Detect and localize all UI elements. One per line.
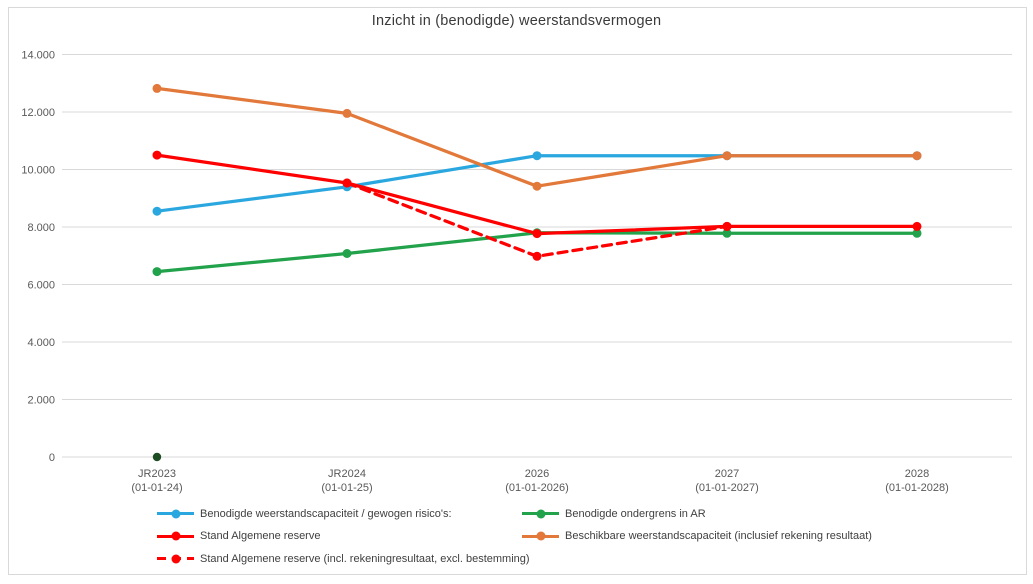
legend-item-label: Benodigde ondergrens in AR bbox=[565, 507, 706, 520]
series-marker-beschikbare-weerstandscapaciteit bbox=[152, 83, 162, 93]
legend-marker-line-icon bbox=[522, 509, 559, 518]
y-tick-label: 6.000 bbox=[27, 280, 55, 292]
legend-item-label: Stand Algemene reserve (incl. rekeningre… bbox=[200, 552, 530, 565]
legend-marker-line-icon bbox=[157, 531, 194, 541]
x-tick-label: 2026 bbox=[525, 468, 549, 480]
legend-item-beschikbare-weerstandscapaciteit: Beschikbare weerstandscapaciteit (inclus… bbox=[522, 530, 872, 543]
series-marker-stand-algemene-reserve bbox=[722, 221, 732, 231]
series-marker-benodigde-weerstandscapaciteit bbox=[152, 206, 162, 216]
legend-item-stand-algemene-reserve: Stand Algemene reserve bbox=[157, 530, 522, 543]
y-tick-label: 8.000 bbox=[27, 222, 55, 234]
dark-green-zero-marker bbox=[152, 452, 162, 462]
x-tick-label: JR2023 bbox=[138, 468, 176, 480]
series-marker-stand-algemene-reserve bbox=[342, 178, 352, 188]
x-tick-label: 2028 bbox=[905, 468, 929, 480]
legend-marker-line-icon bbox=[157, 509, 194, 518]
series-marker-stand-algemene-reserve bbox=[912, 221, 922, 231]
chart-frame bbox=[8, 7, 1027, 575]
x-tick-label: JR2024 bbox=[328, 468, 366, 480]
series-marker-beschikbare-weerstandscapaciteit bbox=[532, 181, 542, 191]
legend-item-stand-algemene-reserve-incl-rekeningresultaat: Stand Algemene reserve (incl. rekeningre… bbox=[157, 552, 530, 565]
y-tick-label: 4.000 bbox=[27, 337, 55, 349]
x-tick-label: (01-01-24) bbox=[131, 482, 182, 494]
legend-item-label: Stand Algemene reserve bbox=[200, 530, 321, 542]
series-marker-stand-algemene-reserve-incl-rekeningresultaat bbox=[532, 251, 542, 261]
legend-item-label: Benodigde weerstandscapaciteit / gewogen… bbox=[200, 507, 452, 520]
series-marker-benodigde-ondergrens-in-ar bbox=[152, 267, 162, 277]
series-marker-benodigde-ondergrens-in-ar bbox=[722, 228, 732, 238]
y-tick-label: 2.000 bbox=[27, 395, 55, 407]
series-marker-benodigde-weerstandscapaciteit bbox=[532, 151, 542, 161]
series-marker-stand-algemene-reserve bbox=[532, 229, 542, 239]
series-marker-beschikbare-weerstandscapaciteit bbox=[342, 108, 352, 118]
series-line-stand-algemene-reserve bbox=[155, 153, 919, 236]
y-tick-label: 14.000 bbox=[21, 50, 55, 62]
series-marker-stand-algemene-reserve bbox=[152, 150, 162, 160]
x-tick-label: (01-01-2028) bbox=[885, 482, 949, 494]
x-tick-label: (01-01-25) bbox=[321, 482, 372, 494]
series-marker-benodigde-ondergrens-in-ar bbox=[912, 228, 922, 238]
series-line-stand-algemene-reserve-incl-rekeningresultaat bbox=[345, 181, 729, 258]
series-marker-benodigde-ondergrens-in-ar bbox=[342, 249, 352, 258]
legend-marker-line-icon bbox=[522, 531, 559, 541]
y-tick-label: 12.000 bbox=[21, 107, 55, 119]
legend-item-benodigde-ondergrens-in-ar: Benodigde ondergrens in AR bbox=[522, 507, 872, 520]
legend: Benodigde weerstandscapaciteit / gewogen… bbox=[157, 507, 872, 565]
legend-marker-dashed-line-icon bbox=[157, 554, 194, 563]
legend-item-benodigde-weerstandscapaciteit: Benodigde weerstandscapaciteit / gewogen… bbox=[157, 507, 522, 520]
legend-item-label: Beschikbare weerstandscapaciteit (inclus… bbox=[565, 530, 872, 542]
x-tick-label: (01-01-2026) bbox=[505, 482, 569, 494]
series-marker-beschikbare-weerstandscapaciteit bbox=[722, 151, 732, 161]
y-tick-label: 0 bbox=[49, 452, 55, 464]
x-tick-label: 2027 bbox=[715, 468, 739, 480]
x-tick-label: (01-01-2027) bbox=[695, 482, 759, 494]
chart-title: Inzicht in (benodigde) weerstandsvermoge… bbox=[371, 13, 662, 29]
series-marker-beschikbare-weerstandscapaciteit bbox=[912, 151, 922, 161]
y-tick-label: 10.000 bbox=[21, 165, 55, 177]
